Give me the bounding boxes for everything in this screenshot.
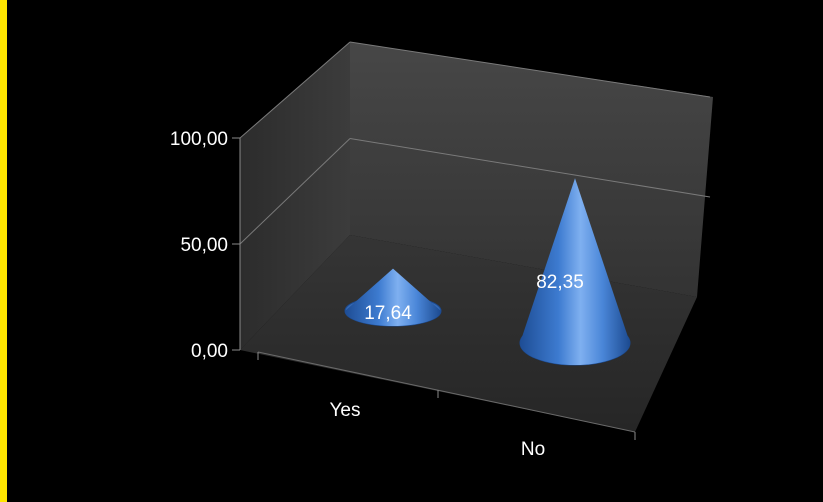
data-label: 82,35 xyxy=(536,272,584,293)
gridline-back xyxy=(349,41,711,98)
y-tick-label: 50,00 xyxy=(180,235,228,256)
y-tick-label: 0,00 xyxy=(191,341,228,362)
gridlines xyxy=(239,41,711,245)
floor-front-edge xyxy=(257,351,636,433)
gridline-left xyxy=(239,138,351,245)
gridline-back xyxy=(349,138,711,198)
data-label: 17,64 xyxy=(364,303,412,324)
x-category-label: Yes xyxy=(330,400,361,421)
cone-yes xyxy=(345,268,441,326)
gridline-left xyxy=(239,41,351,139)
left-accent-bar xyxy=(0,0,7,502)
left-wall xyxy=(240,42,350,350)
cone-no xyxy=(520,178,630,365)
data-labels: 17,64 82,35 xyxy=(364,272,584,324)
x-axis: Yes No xyxy=(257,352,636,460)
y-axis: 0,00 50,00 100,00 xyxy=(170,129,241,362)
y-tick-label: 100,00 xyxy=(170,129,228,150)
x-category-label: No xyxy=(521,439,545,460)
back-wall xyxy=(350,42,713,297)
cone-series xyxy=(344,178,631,366)
